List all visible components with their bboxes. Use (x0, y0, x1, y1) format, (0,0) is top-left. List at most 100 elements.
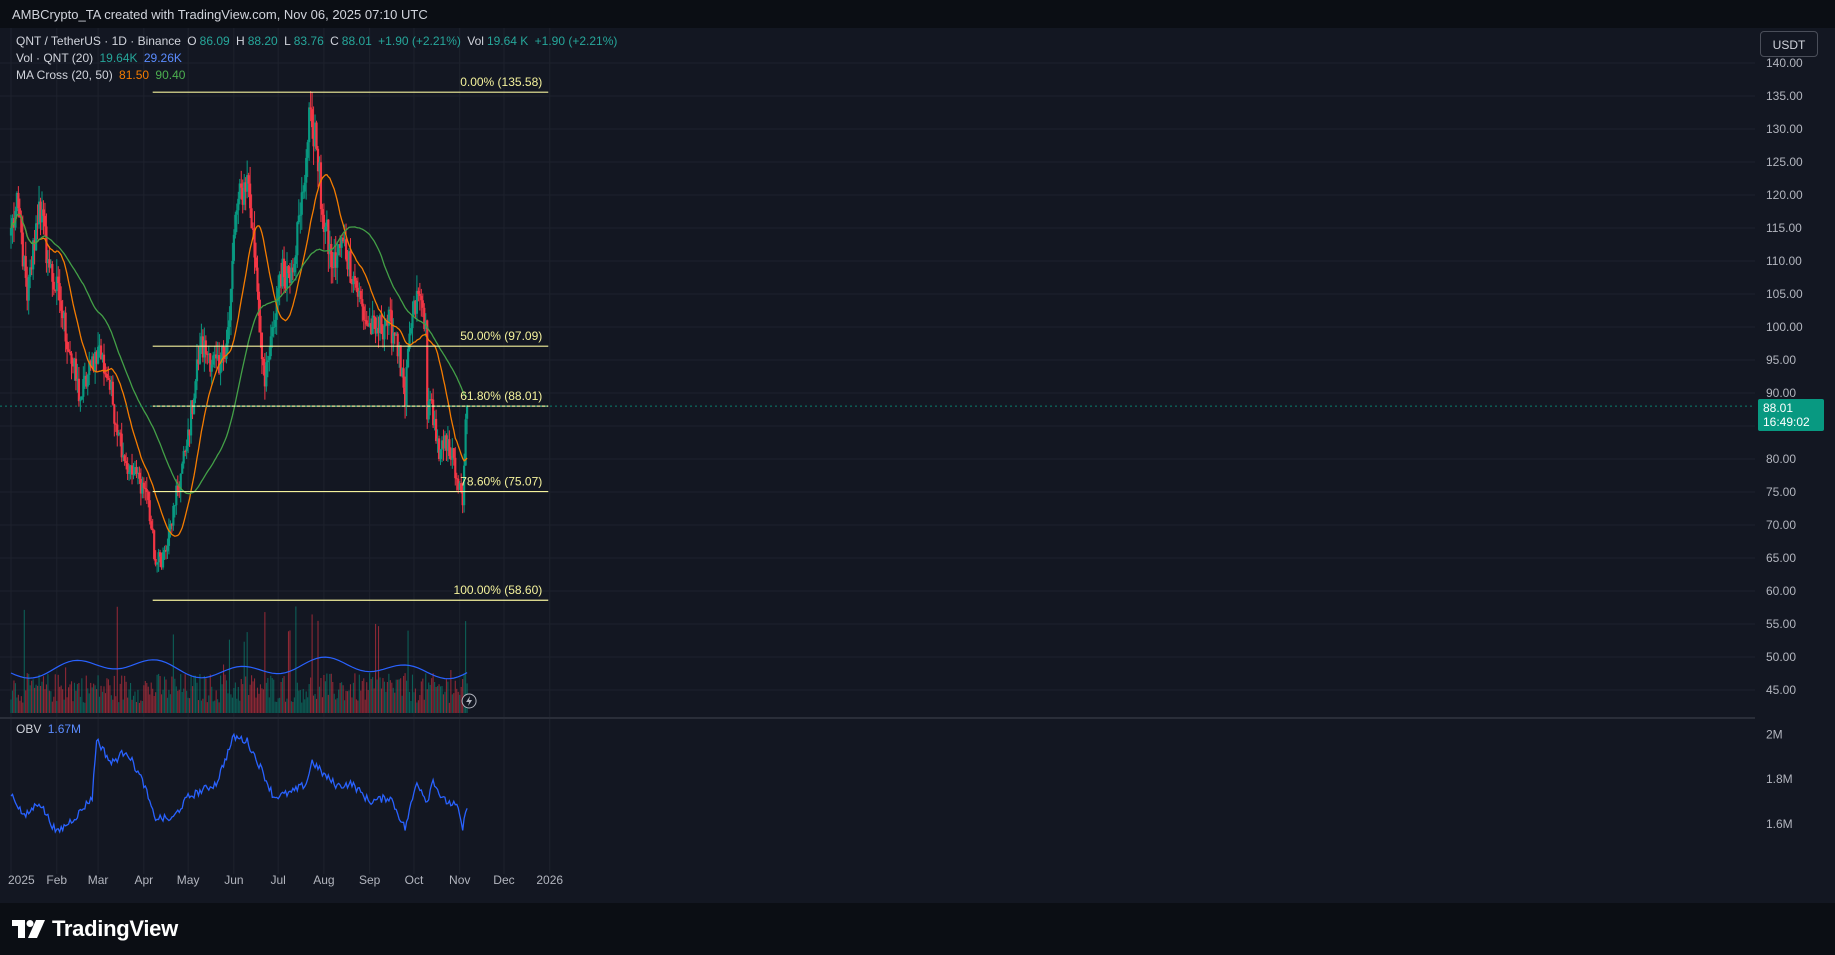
volume-bar (459, 694, 461, 713)
time-tick-label: Apr (134, 873, 153, 887)
volume-bar (310, 677, 312, 713)
time-tick-label: Feb (46, 873, 67, 887)
candle-body (181, 463, 184, 474)
price-tick-label: 75.00 (1766, 485, 1796, 499)
candle-body (148, 500, 151, 522)
volume-bar (134, 691, 136, 713)
candle-body (151, 528, 154, 531)
candle-body (182, 451, 185, 464)
volume-bar (444, 691, 446, 713)
price-tick-label: 80.00 (1766, 452, 1796, 466)
vol-value: 19.64 K (486, 34, 529, 48)
volume-bar (268, 697, 270, 713)
volume-bar (284, 701, 287, 713)
volume-bar (434, 681, 436, 713)
volume-bar (34, 687, 36, 713)
volume-bar (211, 686, 213, 713)
candle-body (144, 488, 147, 490)
candle-body (60, 300, 63, 311)
candle-body (194, 381, 197, 399)
volume-bar (208, 695, 210, 713)
candle-body (392, 332, 395, 344)
tradingview-logo-text: TradingView (52, 916, 178, 941)
candle-body (251, 228, 255, 230)
candle-body (393, 332, 396, 336)
candle-body (378, 315, 382, 334)
candle-body (105, 374, 109, 379)
volume-bar (329, 673, 331, 713)
volume-bar (435, 686, 437, 713)
volume-bar (51, 701, 53, 713)
candle-body (34, 223, 38, 251)
time-tick-label: Aug (313, 873, 334, 887)
candle-body (312, 127, 315, 147)
volume-bar (264, 612, 266, 713)
volume-bar (141, 700, 143, 713)
candle-body (275, 301, 278, 320)
time-tick-label: 2025 (8, 873, 35, 887)
candle-body (322, 214, 326, 232)
volume-bar (333, 693, 335, 713)
volume-bar (460, 686, 462, 713)
candle-body (427, 401, 430, 420)
candle-body (175, 485, 178, 506)
volume-bar (286, 698, 288, 713)
candle-body (32, 240, 35, 270)
volume-bar (70, 681, 73, 713)
candle-body (51, 264, 54, 282)
volume-bar (183, 688, 185, 713)
candle-body (86, 374, 89, 387)
volume-bar (364, 699, 366, 713)
currency-button[interactable]: USDT (1760, 31, 1818, 57)
candle-body (330, 243, 333, 268)
candle-body (285, 266, 289, 289)
candle-body (99, 345, 103, 360)
candle-body (389, 309, 392, 311)
volume-bar (358, 674, 360, 713)
obv-pane (10, 732, 468, 834)
volume-bar (308, 684, 310, 713)
volume-bar (367, 690, 369, 713)
volume-ma-value: 29.26K (143, 51, 182, 65)
volume-bar (94, 685, 96, 713)
price-chart[interactable]: 0.00% (135.58) 50.00% (97.09) 61.80% (88.0… (0, 28, 1835, 903)
candle-body (234, 214, 237, 235)
candle-body (265, 362, 268, 387)
volume-bar (271, 678, 273, 713)
volume-bar (107, 679, 109, 713)
candle-body (380, 315, 383, 334)
volume-bar (54, 674, 56, 713)
volume-bar (447, 681, 449, 713)
volume-bar (75, 690, 77, 713)
volume-bar (41, 681, 43, 713)
volume-bar (181, 691, 183, 713)
volume-bar (379, 677, 381, 713)
candle-body (448, 439, 451, 456)
candle-body (229, 288, 233, 321)
price-tick-label: 140.00 (1766, 56, 1803, 70)
volume-bar (282, 678, 284, 713)
candle-body (318, 162, 321, 172)
candle-body (328, 243, 331, 255)
candle-body (197, 359, 200, 364)
candle-body (95, 351, 98, 364)
candle-body (243, 182, 246, 205)
volume-bar (394, 692, 396, 713)
volume-bar (408, 691, 411, 713)
volume-bar (416, 702, 418, 713)
tradingview-logo[interactable]: TradingView (12, 916, 178, 942)
volume-bar (428, 682, 430, 713)
candle-body (98, 345, 101, 347)
candle-body (54, 289, 57, 292)
time-tick-label: 2026 (536, 873, 563, 887)
volume-bar (239, 700, 241, 713)
candle-body (107, 378, 110, 380)
candle-body (21, 232, 24, 267)
candle-body (386, 320, 389, 326)
ma-50-line (10, 213, 468, 495)
last-price-badge: 88.01 16:49:02 (1758, 399, 1824, 431)
volume-bar (97, 675, 99, 713)
volume-bar (202, 698, 204, 713)
price-tick-label: 120.00 (1766, 188, 1803, 202)
price-tick-label: 65.00 (1766, 551, 1796, 565)
